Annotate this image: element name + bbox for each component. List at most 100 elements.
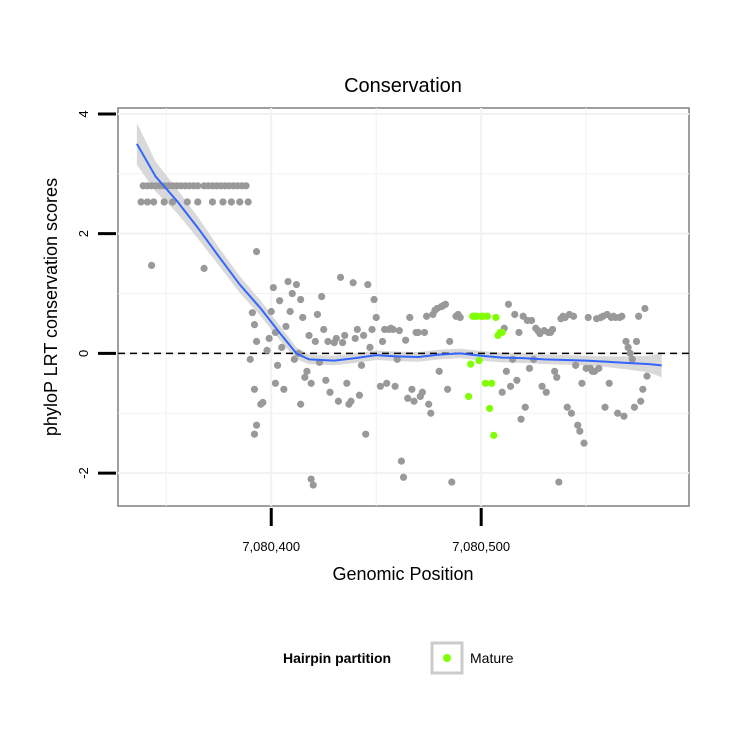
data-point-other [572,361,580,369]
data-point-other [265,334,273,343]
data-point-other [252,337,261,346]
legend-key-mature-dot [443,654,451,662]
data-point-other [372,313,380,322]
data-point-other [422,312,431,320]
data-point-other [395,327,403,335]
data-point-other [248,309,256,317]
y-tick-label: 2 [76,230,91,237]
data-point-other [401,336,410,344]
data-point-other [595,364,603,372]
x-tick-label: 7,080,500 [452,539,510,554]
data-point-other [502,367,510,375]
data-point-other [370,295,378,304]
data-point-mature [464,392,473,401]
data-point-other [383,379,391,387]
data-point-other [303,367,311,375]
data-point-other [563,403,571,411]
data-point-other [244,198,252,206]
data-point-other [418,388,426,396]
data-point-other [614,409,622,417]
data-point-other [343,379,351,387]
data-point-mature [492,313,500,322]
data-point-other [194,198,202,206]
legend-entry-mature: Mature [470,650,514,666]
data-point-other [322,376,330,384]
data-point-other [219,198,227,206]
data-point-other [246,355,254,363]
data-point-other [236,198,244,206]
data-point-other [511,310,519,319]
data-point-other [364,280,372,289]
data-point-other [378,337,387,346]
data-point-other [311,337,319,346]
data-point-other [441,300,450,308]
data-point-other [357,361,366,369]
grid-lines [118,108,689,506]
data-point-other [408,385,416,393]
data-point-other [227,198,235,206]
data-point-other [506,382,515,390]
data-point-other [639,385,647,393]
data-point-other [307,379,315,387]
data-point-other [290,355,298,363]
data-point-other [349,279,357,287]
data-point-other [435,367,443,375]
data-point-other [286,307,294,316]
y-tick-label: 0 [76,350,91,357]
data-point-other [318,292,326,301]
data-point-other [282,322,290,331]
data-point-other [406,313,414,322]
data-point-other [427,409,435,417]
data-point-other [299,313,307,322]
data-point-mature [485,404,494,413]
y-tick-label: 4 [76,110,91,117]
data-point-other [368,325,376,334]
plot-panel [117,107,690,507]
data-point-other [389,325,397,334]
data-point-other [637,397,645,405]
data-point-other [456,313,464,322]
data-point-other [626,349,634,357]
smooth-line-layer [136,143,662,367]
chart-title: Conservation [344,75,462,97]
data-point-other [324,337,332,346]
data-point-other [301,373,309,381]
data-point-other [574,421,582,429]
smooth-trend-line [136,143,662,367]
y-tick-label: -2 [76,467,91,479]
data-point-other [624,343,632,351]
data-point-other [168,198,177,206]
data-point-other [620,412,628,420]
data-point-other [446,337,454,346]
data-point-other [339,339,347,347]
data-point-other [341,331,349,340]
data-point-other [360,331,368,340]
data-point-other [305,331,313,340]
data-point-other [278,343,286,351]
data-point-mature [481,379,489,387]
y-axis-label: phyloP LRT conservation scores [41,178,61,436]
data-point-other [332,334,340,343]
data-point-mature [483,312,492,320]
data-point-other [601,403,609,411]
data-point-other [414,328,422,337]
data-point-other [425,400,433,408]
data-point-other [326,388,334,396]
data-point-other [336,273,345,281]
data-point-other [622,337,630,346]
data-point-other [250,385,259,393]
data-point-other [320,325,328,334]
data-point-other [280,385,288,393]
data-point-other [366,343,374,351]
data-point-other [397,457,406,465]
data-point-other [393,355,401,363]
data-point-other [555,478,563,486]
data-point-other [297,295,305,304]
data-point-other [194,182,202,190]
data-point-mature [498,328,506,337]
data-point-other [628,355,636,363]
data-point-other [252,421,261,429]
data-point-other [269,283,277,292]
data-point-other [137,198,145,206]
